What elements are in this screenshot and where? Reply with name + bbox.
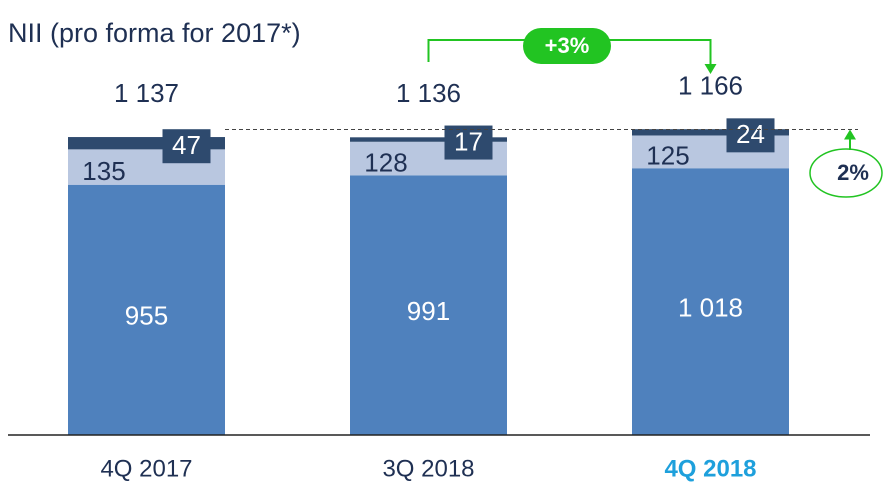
x-tick-label: 3Q 2018 xyxy=(382,455,474,482)
bar-segment xyxy=(350,137,507,142)
value-label: 135 xyxy=(82,156,125,186)
value-label: 17 xyxy=(454,126,483,156)
x-tick-label: 4Q 2018 xyxy=(664,455,756,482)
chart-title: NII (pro forma for 2017*) xyxy=(8,18,301,48)
value-label: 1 018 xyxy=(678,292,743,322)
bar-segment xyxy=(632,129,789,136)
share-badge xyxy=(809,148,883,198)
share-label: 2% xyxy=(837,160,869,185)
total-label: 1 137 xyxy=(114,78,179,108)
bar-segment xyxy=(632,168,789,436)
arrow-head xyxy=(844,129,856,140)
bar-segment xyxy=(68,184,225,435)
x-tick-label: 4Q 2017 xyxy=(100,455,192,482)
total-label: 1 136 xyxy=(396,78,461,108)
value-label: 47 xyxy=(172,130,201,160)
value-label: 991 xyxy=(407,296,450,326)
arrow-head xyxy=(704,64,717,74)
bar-segment xyxy=(350,175,507,435)
value-label-box xyxy=(726,118,775,153)
value-label-box xyxy=(444,125,493,160)
change-label: +3% xyxy=(545,33,590,58)
value-label: 24 xyxy=(736,119,765,149)
total-label: 1 166 xyxy=(678,70,743,100)
value-label: 955 xyxy=(125,301,168,331)
value-label-box xyxy=(162,129,211,164)
value-label: 125 xyxy=(646,141,689,171)
change-badge xyxy=(523,28,611,64)
value-label: 128 xyxy=(364,147,407,177)
